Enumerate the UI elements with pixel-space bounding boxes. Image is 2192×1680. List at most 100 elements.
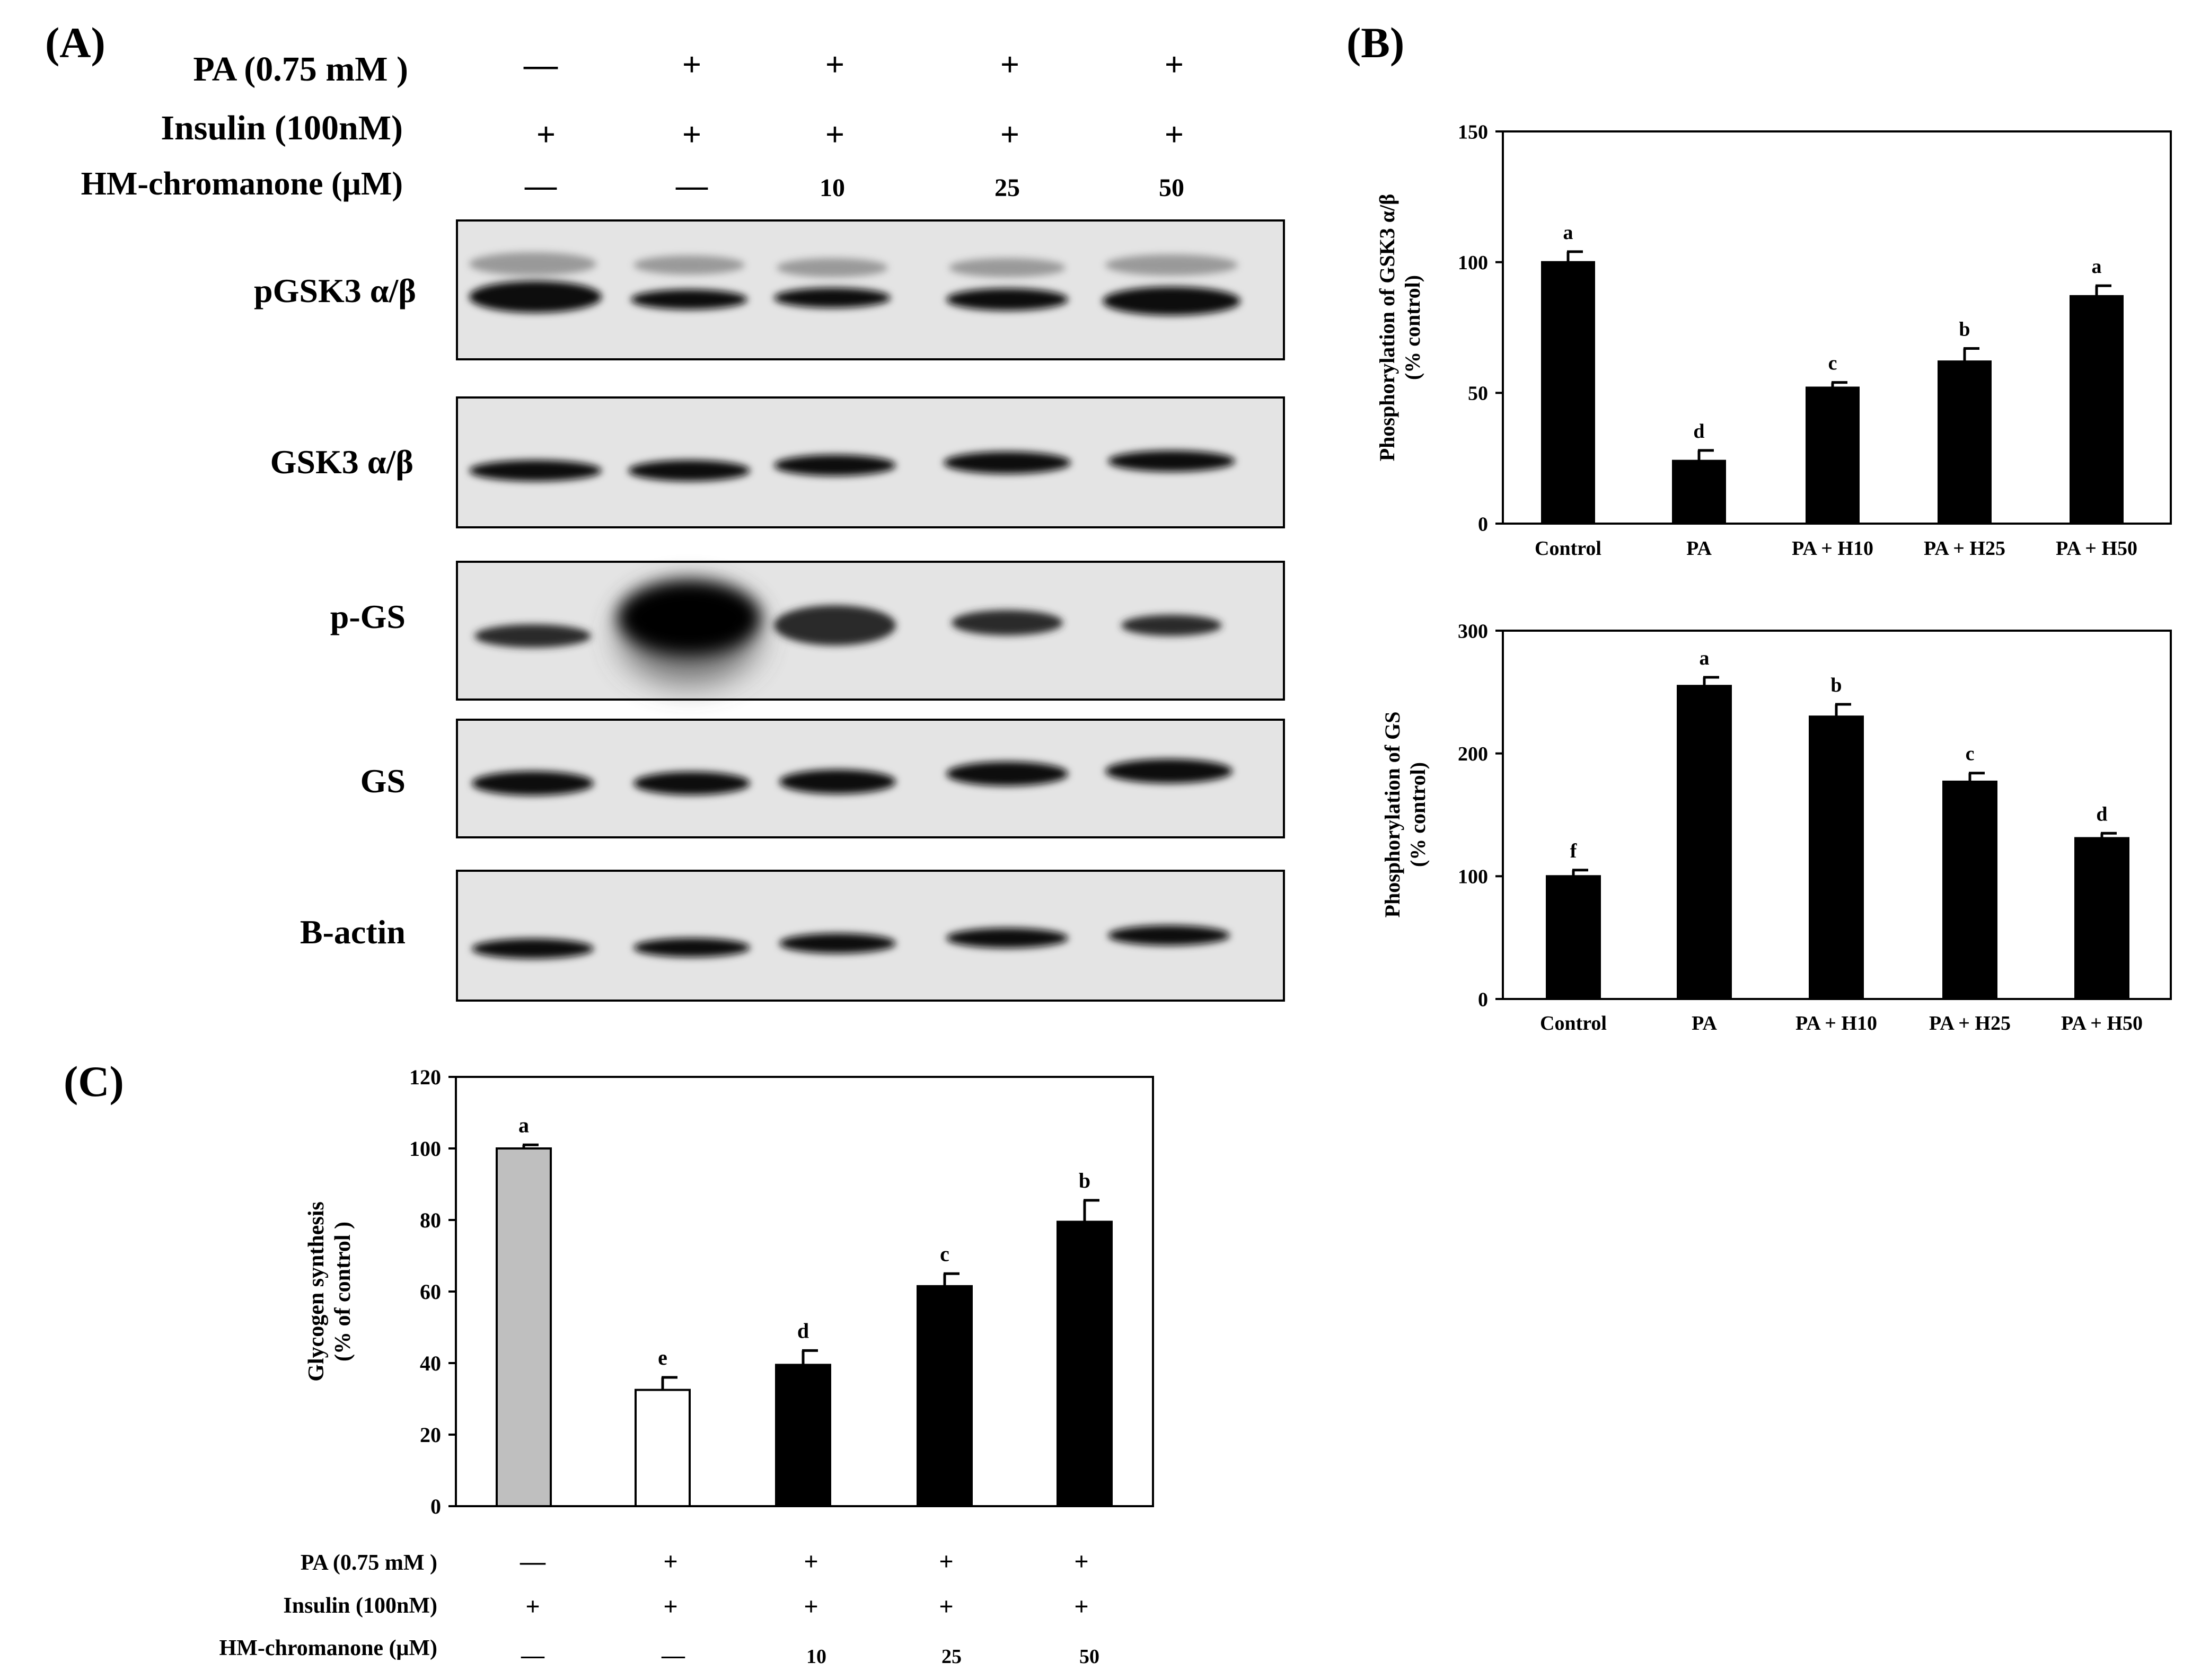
y-tick-label: 200 xyxy=(1458,743,1488,765)
treatment-label: PA (0.75 mM ) xyxy=(193,50,408,89)
bar xyxy=(1942,780,1997,1000)
x-tick-label: PA xyxy=(1686,537,1712,560)
treatment-label: HM-chromanone (μM) xyxy=(81,166,403,202)
treatment-mark: + xyxy=(804,1593,818,1621)
treatment-mark: + xyxy=(536,116,556,153)
treatment-mark: + xyxy=(1074,1548,1088,1576)
significance-letter: b xyxy=(1959,318,1970,340)
y-tick-label: 60 xyxy=(420,1280,441,1304)
y-tick-label: 20 xyxy=(420,1423,441,1447)
chart-gsk3: Phosphorylation of GSK3 α/β (% control) … xyxy=(1375,121,2172,560)
x-tick-label: PA + H50 xyxy=(2056,537,2137,560)
panel-a-label: (A) xyxy=(45,19,105,67)
x-tick-label: PA + H50 xyxy=(2061,1012,2143,1034)
significance-letter: a xyxy=(518,1113,529,1137)
x-tick-label: PA + H10 xyxy=(1795,1012,1877,1034)
blot-pgsk3 xyxy=(456,219,1285,360)
significance-letter: c xyxy=(940,1242,949,1266)
significance-letter: c xyxy=(1966,743,1975,765)
panel-b-label: (B) xyxy=(1346,19,1404,67)
treatment-mark: + xyxy=(1074,1593,1088,1621)
treatment-mark: — xyxy=(523,46,558,83)
treatment-mark: + xyxy=(804,1548,818,1576)
treatment-mark: + xyxy=(682,116,701,153)
x-tick-label: Control xyxy=(1535,537,1601,560)
x-tick-label: PA + H25 xyxy=(1924,537,2005,560)
y-axis-label: Phosphorylation of GSK3 α/β xyxy=(1375,194,1399,462)
bar xyxy=(496,1147,552,1507)
significance-letter: b xyxy=(1079,1169,1090,1192)
significance-letter: f xyxy=(1570,840,1578,862)
treatment-mark: 25 xyxy=(994,174,1020,202)
bar xyxy=(1546,875,1601,1001)
blot-label-pgsk3: pGSK3 α/β xyxy=(254,272,416,310)
treatment-mark: + xyxy=(1000,116,1019,153)
bar xyxy=(2074,837,2129,1001)
bar xyxy=(635,1389,691,1507)
treatment-mark: 50 xyxy=(1159,174,1184,202)
treatment-mark: + xyxy=(825,116,844,153)
y-tick-label: 0 xyxy=(430,1495,441,1518)
blot-pgs xyxy=(456,561,1285,701)
significance-letter: c xyxy=(1828,352,1837,375)
y-axis-label: Glycogen synthesis xyxy=(304,1201,329,1382)
y-tick-label: 150 xyxy=(1458,121,1488,143)
chart-glycogen: Glycogen synthesis (% of control ) 0 20 40… xyxy=(304,1065,1154,1518)
y-tick-label: 100 xyxy=(409,1137,441,1161)
chart-gs: Phosphorylation of GS (% control) 0 100 20… xyxy=(1380,620,2172,1034)
treatment-mark: + xyxy=(825,46,844,83)
treatment-mark: — xyxy=(675,168,708,203)
blot-gs xyxy=(456,719,1285,838)
bar xyxy=(1806,386,1860,525)
bar xyxy=(1057,1221,1113,1507)
blot-gsk3 xyxy=(456,396,1285,528)
y-axis-label: (% control) xyxy=(1401,275,1424,380)
significance-letter: d xyxy=(1693,420,1704,443)
bar xyxy=(1672,459,1726,525)
y-axis-label: (% of control ) xyxy=(331,1222,355,1361)
treatment-mark: — xyxy=(524,168,557,203)
treatment-mark: + xyxy=(682,46,701,83)
bar xyxy=(775,1364,831,1507)
y-axis-label: Phosphorylation of GS xyxy=(1380,712,1404,918)
bar xyxy=(1809,715,1864,1000)
significance-letter: a xyxy=(1700,647,1710,669)
treatment-label: Insulin (100nM) xyxy=(161,109,403,147)
treatment-mark: — xyxy=(661,1642,685,1668)
treatment-mark: 10 xyxy=(820,174,845,202)
significance-letter: d xyxy=(797,1319,809,1342)
blot-label-gsk3: GSK3 α/β xyxy=(270,443,413,481)
x-tick-label: Control xyxy=(1540,1012,1607,1034)
bar xyxy=(917,1285,973,1507)
x-tick-label: PA + H25 xyxy=(1929,1012,2011,1034)
blot-label-gs: GS xyxy=(360,762,406,800)
x-tick-label: PA xyxy=(1692,1012,1717,1034)
bar xyxy=(2070,295,2124,525)
bar xyxy=(1938,360,1992,525)
y-tick-label: 120 xyxy=(409,1065,441,1089)
treatment-label: Insulin (100nM) xyxy=(283,1594,437,1618)
blot-label-bactin: B-actin xyxy=(300,913,406,951)
x-tick-label: PA + H10 xyxy=(1792,537,1873,560)
bar xyxy=(1541,261,1595,525)
treatment-mark: — xyxy=(521,1642,545,1668)
y-tick-label: 100 xyxy=(1458,252,1488,274)
significance-letter: d xyxy=(2096,803,2107,825)
blot-treatment-header: PA (0.75 mM ) Insulin (100nM) HM-chroman… xyxy=(81,46,1184,203)
bar xyxy=(1677,685,1732,1000)
significance-letter: a xyxy=(2092,255,2102,278)
significance-letter: b xyxy=(1830,674,1842,696)
y-tick-label: 0 xyxy=(1478,513,1488,535)
blot-bactin xyxy=(456,870,1285,1002)
treatment-mark: 25 xyxy=(941,1646,962,1668)
significance-letter: e xyxy=(658,1346,667,1369)
treatment-mark: + xyxy=(939,1548,953,1576)
treatment-mark: 10 xyxy=(806,1646,826,1668)
treatment-mark: + xyxy=(1165,116,1184,153)
treatment-mark: + xyxy=(663,1548,677,1576)
treatment-mark: + xyxy=(525,1593,540,1621)
panel-c-label: (C) xyxy=(64,1057,124,1106)
treatment-mark: + xyxy=(1165,46,1184,83)
treatment-mark: + xyxy=(939,1593,953,1621)
